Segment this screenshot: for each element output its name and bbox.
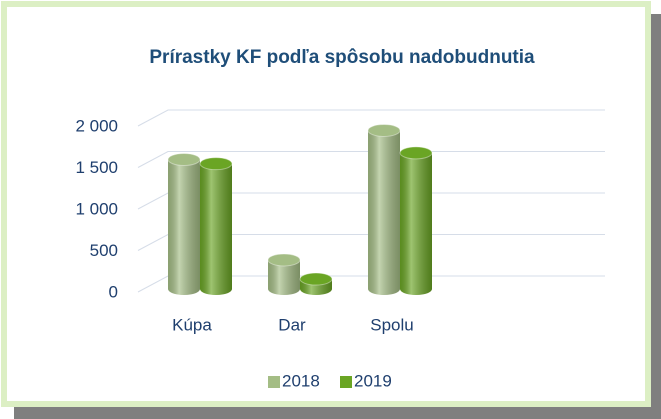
bar-part: [268, 259, 300, 295]
x-tick-label: Spolu: [370, 315, 413, 334]
bar: [367, 123, 401, 295]
bar-part: [267, 253, 301, 267]
bar-part: [399, 146, 433, 160]
bar: [267, 253, 301, 295]
bar-part: [299, 272, 333, 286]
y-tick-label: 0: [109, 282, 118, 301]
grid-line: [137, 109, 605, 127]
y-tick-label: 1 500: [75, 158, 118, 177]
bar-part: [200, 163, 232, 295]
frame: [1, 1, 651, 407]
bar: [167, 153, 201, 295]
bar-part: [168, 159, 200, 295]
y-tick-label: 500: [90, 241, 118, 260]
bar-part: [400, 152, 432, 295]
legend-swatch: [268, 376, 280, 388]
bar: [299, 272, 333, 295]
bar-part: [367, 123, 401, 137]
bar-part: [199, 157, 233, 171]
chart-title: Prírastky KF podľa spôsobu nadobudnutia: [149, 47, 535, 68]
bar: [199, 157, 233, 295]
y-tick-label: 1 000: [75, 199, 118, 218]
legend-swatch: [340, 376, 352, 388]
x-tick-label: Kúpa: [172, 315, 212, 334]
grid-line: [137, 151, 605, 168]
legend-label: 2019: [354, 371, 392, 390]
bar: [399, 146, 433, 295]
bar-part: [368, 130, 400, 295]
bar-part: [167, 153, 201, 167]
y-tick-label: 2 000: [75, 116, 118, 135]
legend-label: 2018: [282, 371, 320, 390]
x-tick-label: Dar: [278, 315, 306, 334]
